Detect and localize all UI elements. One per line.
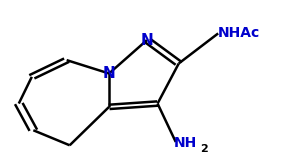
Text: NHAc: NHAc: [218, 26, 260, 40]
Text: N: N: [141, 33, 153, 48]
Text: 2: 2: [200, 144, 208, 154]
Text: N: N: [103, 66, 115, 81]
Text: NH: NH: [174, 136, 198, 150]
